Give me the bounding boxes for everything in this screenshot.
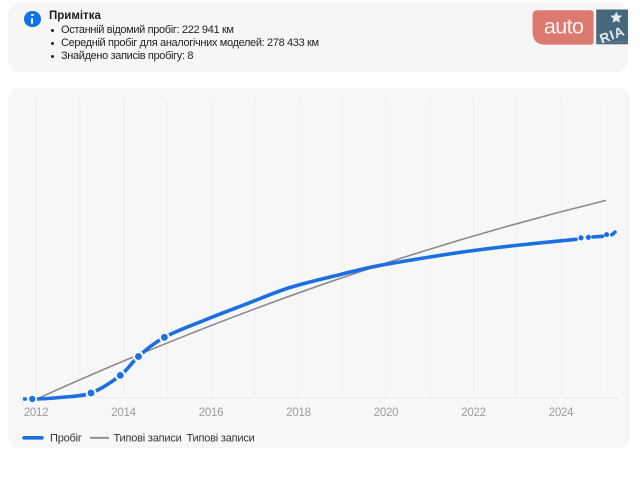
svg-text:Пробіг: Пробіг (50, 433, 82, 445)
svg-text:auto: auto (544, 15, 584, 39)
svg-text:Типові записи: Типові записи (114, 433, 182, 445)
svg-text:Типові записи: Типові записи (187, 433, 255, 445)
